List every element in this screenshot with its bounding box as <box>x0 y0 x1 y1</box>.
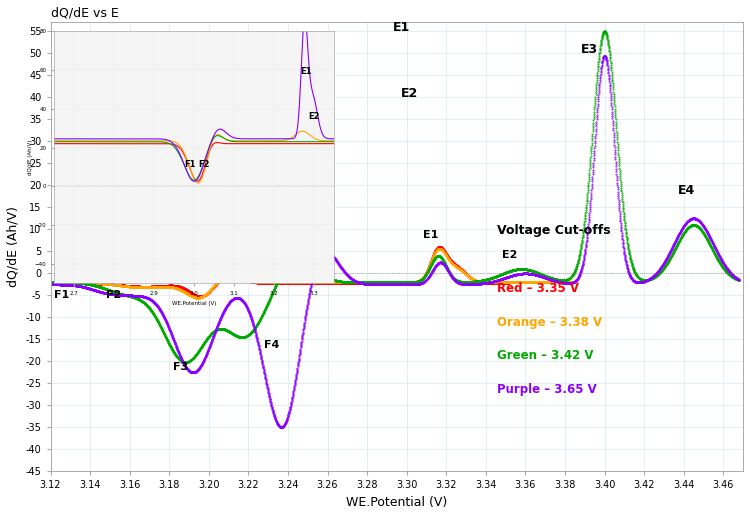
X-axis label: WE.Potential (V): WE.Potential (V) <box>346 496 448 509</box>
Text: E2: E2 <box>502 250 517 260</box>
Text: F1: F1 <box>55 289 70 300</box>
Y-axis label: dQ/dE (Ah/V): dQ/dE (Ah/V) <box>7 206 20 287</box>
Text: E1: E1 <box>393 21 410 34</box>
Text: E2: E2 <box>400 87 418 100</box>
Text: Green – 3.42 V: Green – 3.42 V <box>497 349 594 362</box>
Text: Orange – 3.38 V: Orange – 3.38 V <box>497 316 602 329</box>
Text: E3: E3 <box>580 43 598 56</box>
Text: Purple – 3.65 V: Purple – 3.65 V <box>497 383 597 396</box>
Text: E1: E1 <box>422 230 438 240</box>
Text: F4: F4 <box>264 340 280 350</box>
Text: Voltage Cut-offs: Voltage Cut-offs <box>497 223 610 236</box>
Text: E4: E4 <box>678 184 695 197</box>
Text: Red – 3.35 V: Red – 3.35 V <box>497 282 579 295</box>
Text: F3: F3 <box>173 362 188 372</box>
Text: dQ/dE vs E: dQ/dE vs E <box>50 7 118 20</box>
Text: F2: F2 <box>106 289 122 300</box>
